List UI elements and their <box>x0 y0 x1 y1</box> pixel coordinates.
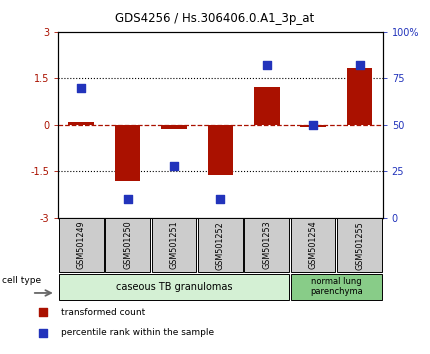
Point <box>124 196 131 202</box>
FancyBboxPatch shape <box>245 218 289 272</box>
Text: GSM501253: GSM501253 <box>262 221 271 269</box>
Point <box>217 196 224 202</box>
Bar <box>254 87 280 125</box>
Text: GSM501254: GSM501254 <box>309 221 318 269</box>
Point <box>310 122 316 128</box>
Text: GSM501251: GSM501251 <box>169 221 178 269</box>
Point <box>40 309 47 315</box>
Text: GDS4256 / Hs.306406.0.A1_3p_at: GDS4256 / Hs.306406.0.A1_3p_at <box>115 12 315 25</box>
Text: normal lung
parenchyma: normal lung parenchyma <box>310 277 362 296</box>
Text: transformed count: transformed count <box>61 308 145 317</box>
Text: percentile rank within the sample: percentile rank within the sample <box>61 328 214 337</box>
Point <box>171 163 178 169</box>
FancyBboxPatch shape <box>59 274 289 300</box>
Point <box>40 330 47 336</box>
FancyBboxPatch shape <box>152 218 196 272</box>
Bar <box>68 122 94 125</box>
FancyBboxPatch shape <box>59 218 104 272</box>
FancyBboxPatch shape <box>105 218 150 272</box>
FancyBboxPatch shape <box>291 274 382 300</box>
FancyBboxPatch shape <box>337 218 382 272</box>
Text: GSM501255: GSM501255 <box>355 221 364 269</box>
Text: GSM501252: GSM501252 <box>216 221 225 269</box>
Bar <box>347 68 372 125</box>
Text: GSM501250: GSM501250 <box>123 221 132 269</box>
Point <box>356 63 363 68</box>
Text: caseous TB granulomas: caseous TB granulomas <box>116 282 232 292</box>
FancyBboxPatch shape <box>198 218 243 272</box>
Bar <box>161 125 187 129</box>
Text: GSM501249: GSM501249 <box>77 221 86 269</box>
Bar <box>115 125 140 181</box>
Bar <box>208 125 233 175</box>
Point <box>78 85 85 91</box>
Point <box>263 63 270 68</box>
FancyBboxPatch shape <box>291 218 335 272</box>
Bar <box>301 125 326 127</box>
Text: cell type: cell type <box>2 276 41 285</box>
